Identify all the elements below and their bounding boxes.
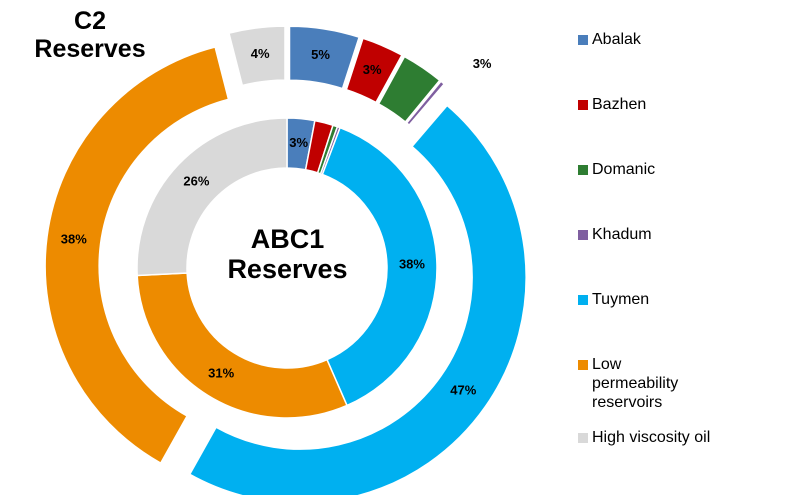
legend-label: Bazhen: [592, 96, 647, 113]
donut-segment: [228, 25, 286, 87]
donut-segment: [288, 25, 361, 90]
legend-swatch: [578, 295, 588, 305]
data-label: 26%: [183, 173, 209, 188]
legend-item: Tuymen: [578, 290, 782, 309]
legend-swatch: [578, 100, 588, 110]
legend-item: Khadum: [578, 225, 782, 244]
data-label: 31%: [208, 366, 234, 381]
inner-ring-name: ABC1 Reserves: [227, 224, 348, 284]
donut-segment: [44, 46, 230, 465]
data-label: 38%: [61, 232, 87, 247]
data-label: 47%: [450, 382, 476, 397]
legend-label: High viscosity oil: [592, 429, 711, 446]
data-label: 3%: [289, 135, 308, 150]
data-label: 4%: [251, 46, 270, 61]
legend-item: Abalak: [578, 30, 782, 49]
legend-swatch: [578, 230, 588, 240]
donut-segment: [345, 37, 403, 104]
donut-segment: [188, 104, 527, 495]
data-label: 3%: [473, 56, 492, 71]
donut-segment: [321, 126, 438, 407]
legend-label: Abalak: [592, 31, 641, 48]
legend-item: High viscosity oil: [578, 428, 782, 447]
donut-segment: [405, 80, 446, 127]
legend-swatch: [578, 35, 588, 45]
outer-ring-name: C2 Reserves: [34, 7, 146, 63]
legend-item: Bazhen: [578, 95, 782, 114]
legend-swatch: [578, 360, 588, 370]
legend-label: Khadum: [592, 226, 652, 243]
legend-label: Low permeability reservoirs: [592, 356, 679, 412]
data-label: 38%: [399, 256, 425, 271]
legend-label: Domanic: [592, 161, 656, 178]
legend-swatch: [578, 433, 588, 443]
legend-label: Tuymen: [592, 291, 650, 308]
legend-item: Domanic: [578, 160, 782, 179]
donut-segment: [136, 117, 288, 277]
legend-item: Low permeability reservoirs: [578, 355, 712, 413]
data-label: 3%: [363, 62, 382, 77]
donut-segment: [136, 272, 348, 419]
donut-segment: [377, 55, 441, 124]
data-label: 5%: [311, 47, 330, 62]
legend-swatch: [578, 165, 588, 175]
